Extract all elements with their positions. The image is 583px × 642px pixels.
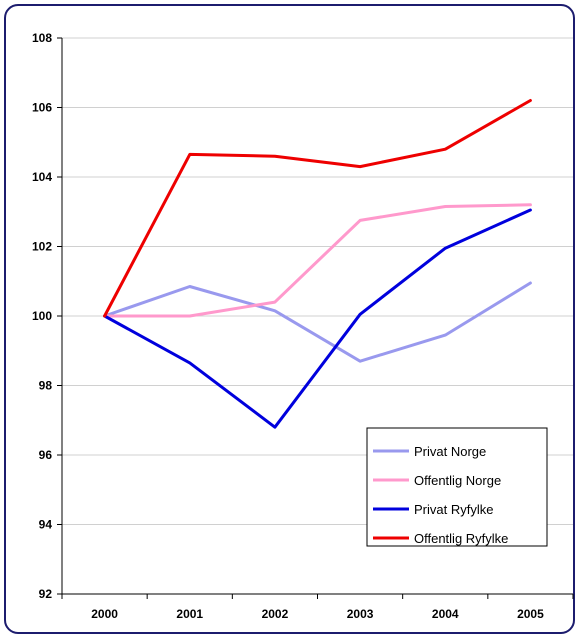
legend-label: Offentlig Norge bbox=[414, 473, 501, 488]
y-tick-label: 102 bbox=[32, 240, 52, 254]
series-line-2 bbox=[103, 208, 532, 429]
x-tick-labels: 2000 2001 2002 2003 2004 2005 bbox=[91, 607, 544, 621]
legend-label: Privat Ryfylke bbox=[414, 502, 493, 517]
legend-label: Privat Norge bbox=[414, 444, 486, 459]
x-tick-label: 2005 bbox=[517, 607, 544, 621]
series-line-0 bbox=[103, 281, 532, 363]
x-tick-label: 2004 bbox=[432, 607, 459, 621]
y-tick-labels: 92 94 96 98 100 102 104 106 108 bbox=[32, 31, 52, 601]
y-tick-label: 94 bbox=[39, 518, 53, 532]
x-tick-label: 2002 bbox=[262, 607, 289, 621]
y-tick-label: 98 bbox=[39, 379, 53, 393]
y-tick-label: 100 bbox=[32, 309, 52, 323]
y-tick-label: 96 bbox=[39, 448, 53, 462]
legend-box bbox=[366, 427, 548, 547]
y-tick-label: 108 bbox=[32, 31, 52, 45]
series-line-1 bbox=[103, 203, 532, 318]
legend: Privat Norge Offentlig Norge Privat Ryfylk… bbox=[366, 427, 548, 547]
series-lines bbox=[103, 99, 532, 429]
x-tick-label: 2001 bbox=[176, 607, 203, 621]
y-tick-label: 106 bbox=[32, 101, 52, 115]
y-tick-label: 92 bbox=[39, 587, 53, 601]
x-tick-label: 2000 bbox=[91, 607, 118, 621]
legend-label: Offentlig Ryfylke bbox=[414, 531, 508, 546]
series-line-3 bbox=[103, 99, 532, 318]
y-tick-label: 104 bbox=[32, 170, 52, 184]
x-tick-label: 2003 bbox=[347, 607, 374, 621]
axes bbox=[57, 37, 574, 599]
